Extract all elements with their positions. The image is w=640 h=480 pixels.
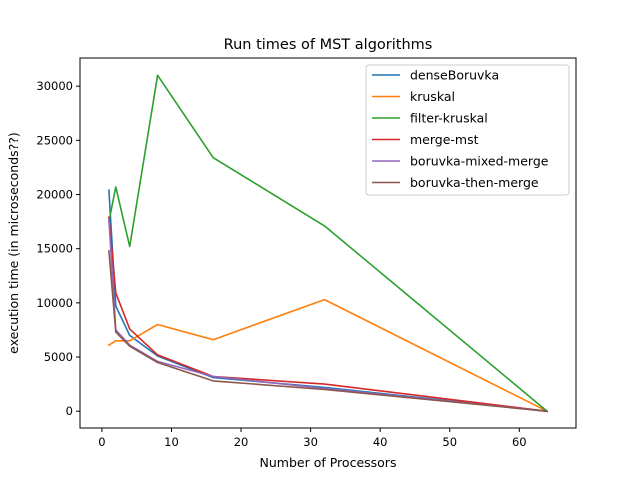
- x-tick-label: 20: [234, 435, 249, 449]
- plot-frame: [79, 57, 577, 429]
- x-tick-label: 50: [442, 435, 457, 449]
- series-line-merge-mst: [108, 216, 548, 413]
- y-tick-label: 0: [66, 404, 73, 418]
- x-tick-label: 10: [164, 435, 179, 449]
- x-axis-label: Number of Processors: [260, 455, 397, 470]
- y-axis: 0 5000 10000 15000 20000 25000 30000: [36, 79, 80, 418]
- x-tick-label: 0: [98, 435, 105, 449]
- y-axis-label: execution time (in microseconds??): [6, 132, 21, 354]
- x-tick-label: 30: [303, 435, 318, 449]
- x-tick-label: 40: [373, 435, 388, 449]
- legend-label-boruvka-then-merge: boruvka-then-merge: [410, 175, 539, 190]
- y-tick-label: 25000: [36, 133, 73, 147]
- series-line-kruskal: [107, 298, 549, 413]
- x-tick-label: 60: [512, 435, 527, 449]
- series-line-filter-kruskal: [107, 74, 549, 413]
- y-tick-label: 15000: [36, 242, 73, 256]
- x-axis: 0 10 20 30 40 50 60: [98, 428, 527, 449]
- y-tick-label: 20000: [36, 188, 73, 202]
- legend-items: denseBoruvka kruskal filter-kruskal merge-m…: [372, 68, 549, 190]
- y-tick-label: 30000: [36, 79, 73, 93]
- legend-label-kruskal: kruskal: [410, 89, 455, 104]
- y-tick-label: 10000: [36, 296, 73, 310]
- chart-title: Run times of MST algorithms: [224, 37, 433, 53]
- legend-label-denseBoruvka: denseBoruvka: [410, 68, 499, 83]
- legend-label-merge-mst: merge-mst: [410, 132, 479, 147]
- legend-label-filter-kruskal: filter-kruskal: [410, 111, 488, 126]
- legend: denseBoruvka kruskal filter-kruskal merge-m…: [365, 64, 570, 196]
- series-line-denseBoruvka: [108, 189, 548, 413]
- series-line-boruvka-then-merge: [108, 250, 548, 413]
- y-tick-label: 5000: [44, 350, 73, 364]
- series-layer: [107, 74, 549, 413]
- legend-frame: [365, 64, 570, 196]
- legend-label-boruvka-mixed-merge: boruvka-mixed-merge: [410, 154, 549, 169]
